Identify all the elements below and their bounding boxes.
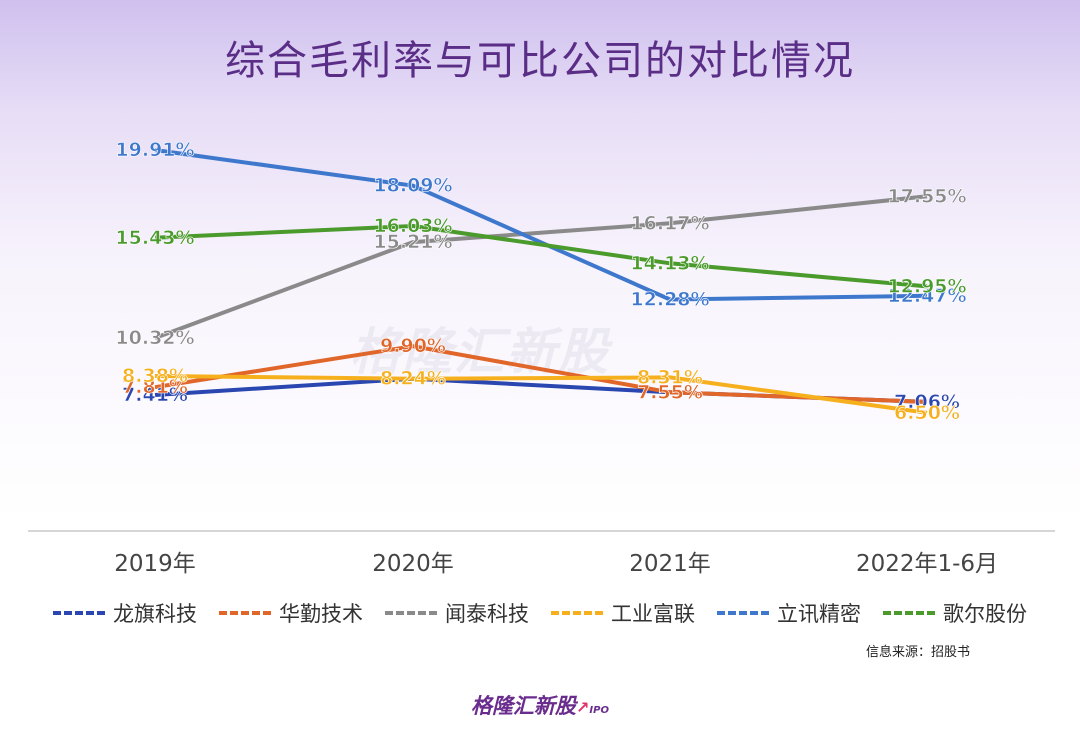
- legend-label: 工业富联: [611, 602, 695, 626]
- legend-item: 工业富联: [551, 598, 695, 628]
- data-label: 18.09%: [373, 175, 452, 197]
- data-label: 7.55%: [637, 381, 703, 403]
- legend-item: 闻泰科技: [385, 598, 529, 628]
- data-label: 7.41%: [122, 384, 188, 406]
- data-label: 17.55%: [887, 185, 966, 207]
- legend-label: 闻泰科技: [445, 602, 529, 626]
- x-tick-label: 2022年1-6月: [856, 551, 998, 577]
- legend-label: 龙旗科技: [113, 602, 197, 626]
- legend-label: 立讯精密: [777, 602, 861, 626]
- data-label: 9.90%: [380, 335, 446, 357]
- source-note: 信息来源：招股书: [866, 645, 971, 660]
- legend-label: 华勤技术: [279, 602, 363, 626]
- data-label: 8.24%: [380, 368, 446, 390]
- data-label: 8.24%: [380, 368, 446, 390]
- legend-item: 立讯精密: [717, 598, 861, 628]
- arrow-icon: ↗: [576, 698, 590, 717]
- footer-logo-suffix: IPO: [589, 705, 609, 716]
- data-label: 16.03%: [373, 215, 452, 237]
- data-label: 15.21%: [373, 231, 452, 253]
- data-label: 12.95%: [887, 275, 966, 297]
- data-label: 16.17%: [630, 212, 709, 234]
- chart-title: 综合毛利率与可比公司的对比情况: [225, 38, 855, 84]
- legend-swatch: [717, 611, 769, 615]
- legend-item: 华勤技术: [219, 598, 363, 628]
- series-line-3: [154, 374, 928, 415]
- series-line-4: [154, 148, 928, 302]
- legend-label: 歌尔股份: [943, 602, 1027, 626]
- data-label: 8.38%: [122, 365, 188, 387]
- data-label: 7.81%: [122, 376, 188, 398]
- x-tick-label: 2020年: [372, 551, 454, 577]
- series-line-5: [154, 224, 928, 289]
- footer-logo-brand: 格隆汇新股: [471, 694, 577, 718]
- data-label: 15.43%: [115, 227, 194, 249]
- watermark: 格隆汇新股: [350, 323, 610, 381]
- data-label: 10.32%: [115, 327, 194, 349]
- x-tick-label: 2021年: [629, 551, 711, 577]
- series-line-2: [154, 194, 928, 340]
- data-label: 14.13%: [630, 252, 709, 274]
- legend-swatch: [53, 611, 105, 615]
- series-line-1: [154, 344, 928, 404]
- data-label: 19.91%: [115, 139, 194, 161]
- data-label: 12.28%: [630, 289, 709, 311]
- legend-item: 歌尔股份: [883, 598, 1027, 628]
- legend-swatch: [219, 611, 271, 615]
- legend-item: 龙旗科技: [53, 598, 197, 628]
- legend-swatch: [551, 611, 603, 615]
- data-label: 6.50%: [894, 402, 960, 424]
- footer-logo: 格隆汇新股↗IPO: [0, 690, 1080, 720]
- chart-legend: 龙旗科技 华勤技术 闻泰科技 工业富联 立讯精密 歌尔股份: [0, 598, 1080, 628]
- x-tick-label: 2019年: [114, 551, 196, 577]
- legend-swatch: [883, 611, 935, 615]
- legend-swatch: [385, 611, 437, 615]
- data-label: 7.55%: [637, 381, 703, 403]
- data-label: 8.31%: [637, 366, 703, 388]
- data-label: 12.47%: [887, 285, 966, 307]
- data-label: 7.06%: [894, 391, 960, 413]
- line-chart: 2019年 2020年 2021年 2022年1-6月 7.41% 8.24% 7.55% 7…: [28, 139, 1055, 577]
